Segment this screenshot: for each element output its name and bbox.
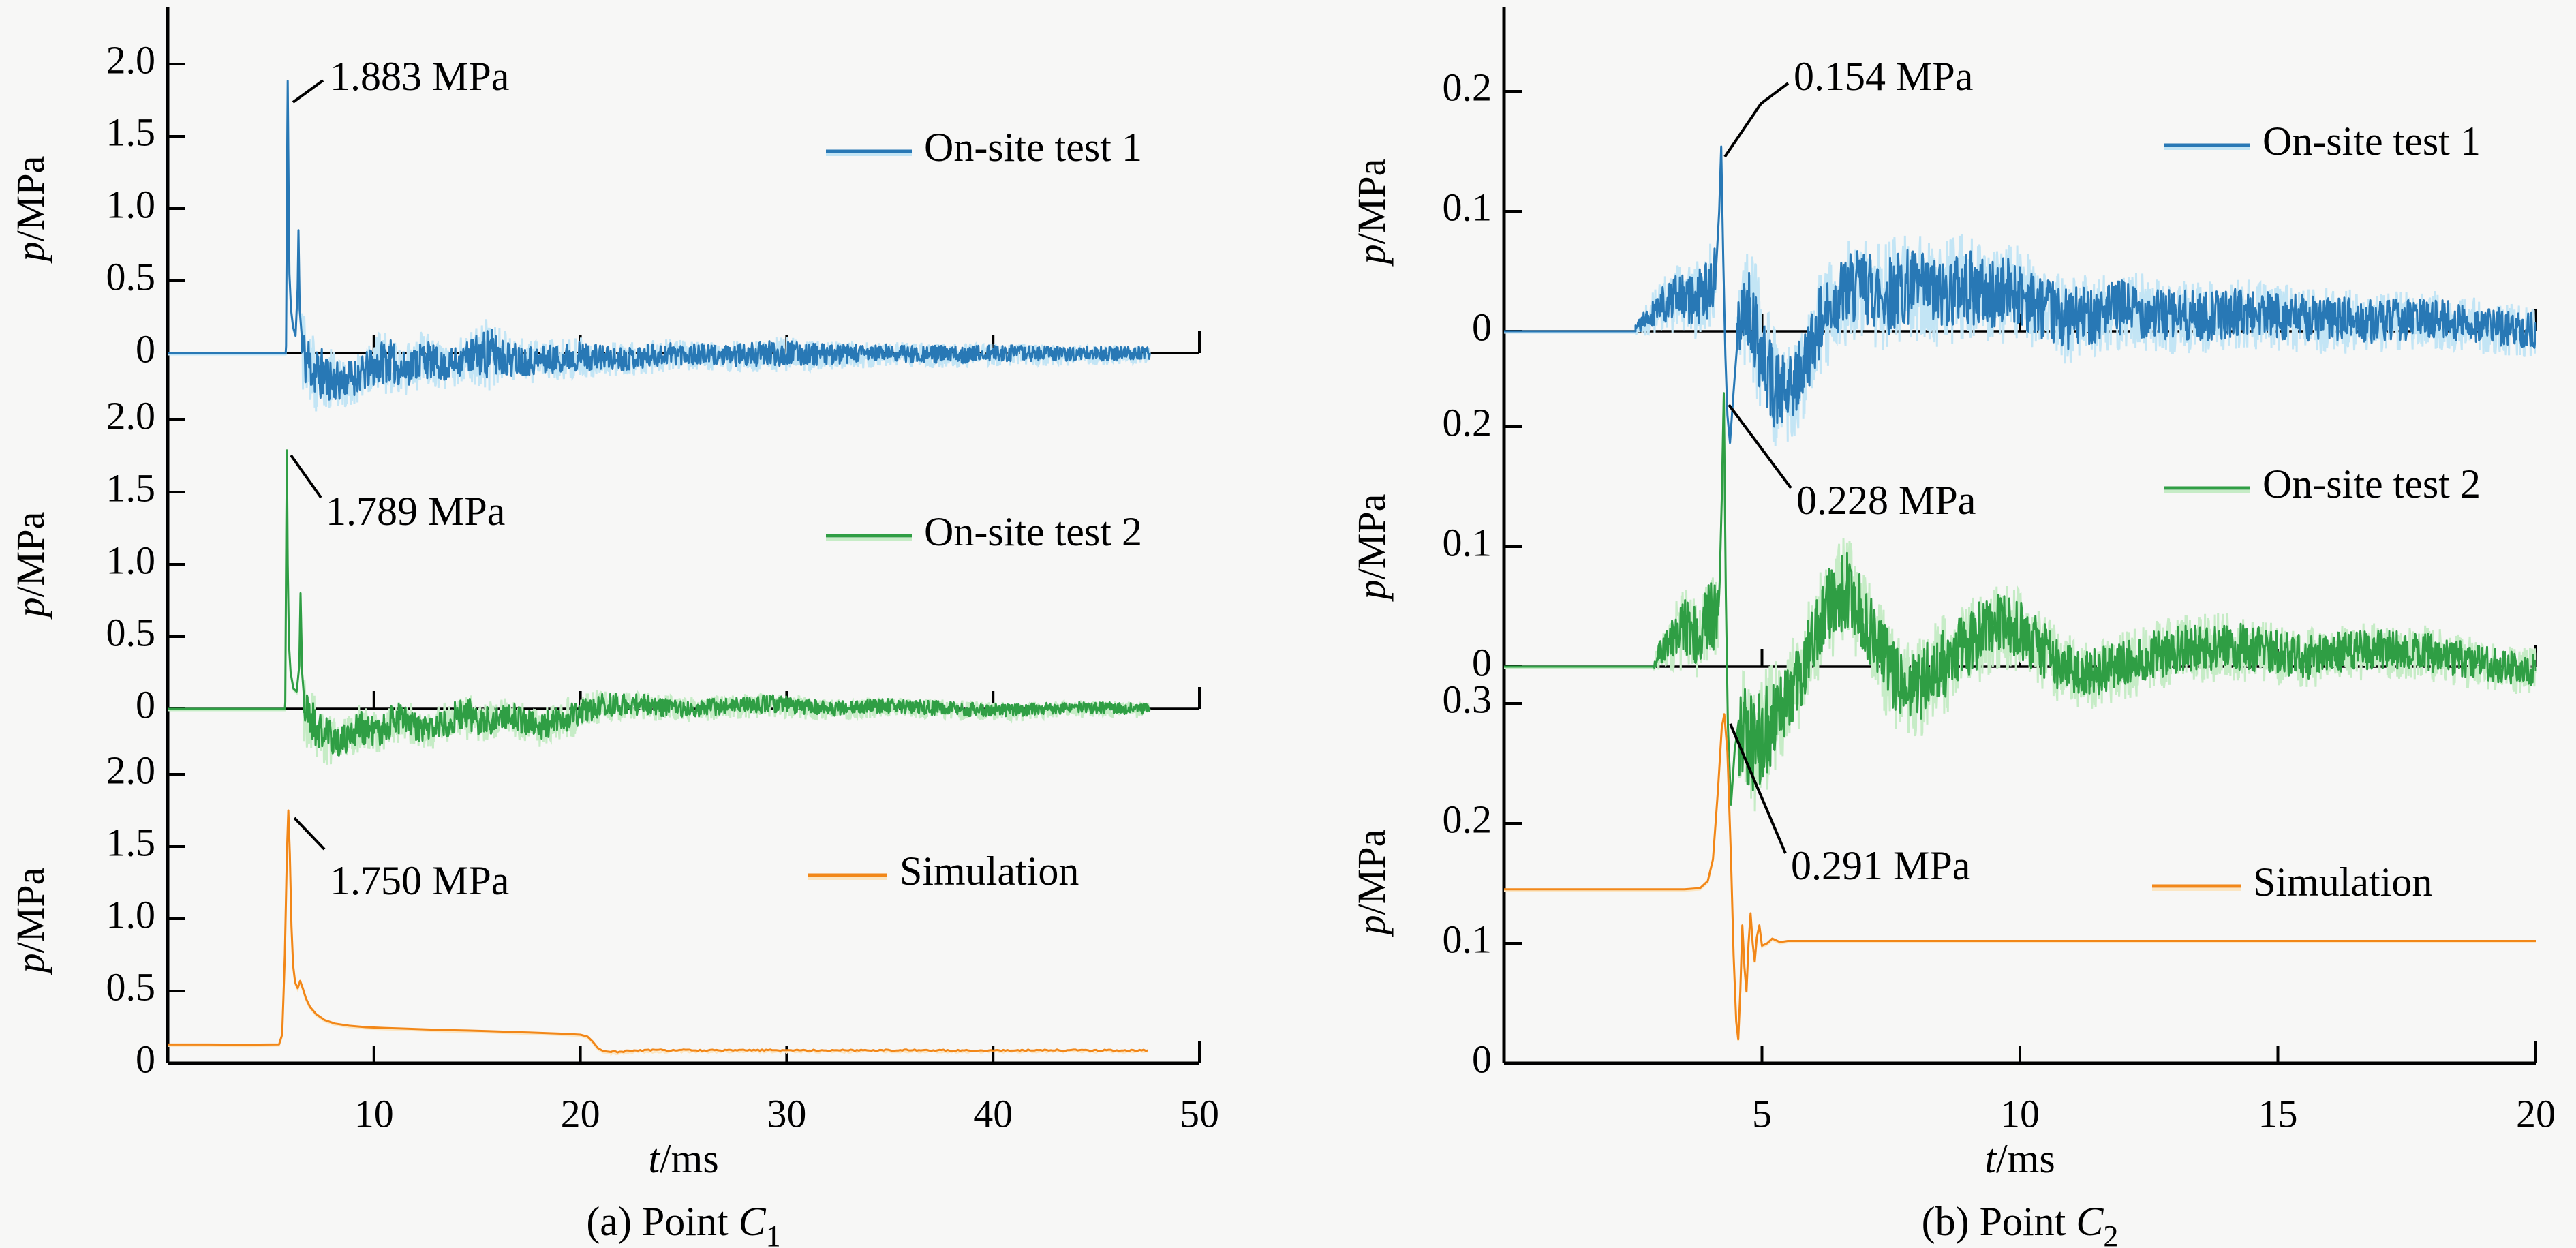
curve-on-site-test-2 (1504, 392, 2537, 806)
curve-shadow-simulation (168, 811, 1148, 1057)
curve-on-site-test-2 (168, 449, 1151, 757)
y-tick-label: 0.5 (106, 610, 156, 654)
x-tick-label: 50 (1180, 1092, 1219, 1136)
curve-on-site-test-1 (1504, 145, 2537, 444)
y-tick-label: 1.5 (106, 110, 156, 154)
x-tick-label: 30 (767, 1092, 806, 1136)
peak-annotation-b2: 0.228 MPa (1796, 478, 1976, 523)
peak-leader-line (292, 79, 324, 104)
x-tick-label: 20 (2516, 1092, 2556, 1136)
y-axis-label-b2: p/MPa (1349, 494, 1394, 603)
x-tick-label: 20 (561, 1092, 600, 1136)
legend-label-a-onsite-test-1: On-site test 1 (924, 125, 1142, 170)
y-axis-label-b3: p/MPa (1349, 830, 1394, 938)
y-tick-label: 0.2 (1443, 65, 1492, 109)
peak-leader-line (1723, 82, 1790, 158)
peak-annotation-a1: 1.883 MPa (330, 54, 509, 99)
y-axis-label-a1: p/MPa (8, 156, 52, 264)
x-axis-label-b: t/ms (1984, 1136, 2055, 1181)
y-tick-label: 1.0 (106, 892, 156, 937)
y-tick-label: 0 (136, 326, 155, 371)
legend-label-b-simulation: Simulation (2253, 859, 2432, 904)
x-tick-label: 10 (354, 1092, 394, 1136)
y-tick-label: 0 (1472, 305, 1492, 349)
peak-leader-line (293, 817, 326, 851)
generated-graphics: 2.0 1.5 1.0 0.5 0 2.0 1.5 1.0 0.5 0 2.0 1.5 1.0 0.5 0 1… (106, 7, 2556, 1136)
y-tick-label: 0.5 (106, 964, 156, 1009)
peak-annotation-b3: 0.291 MPa (1791, 843, 1970, 888)
y-tick-label: 0.5 (106, 254, 156, 299)
y-tick-label: 0.1 (1443, 520, 1492, 564)
y-tick-label: 0 (136, 682, 155, 727)
x-tick-label: 5 (1752, 1092, 1772, 1136)
y-tick-label: 0 (1472, 1037, 1492, 1081)
y-axis-label-a3: p/MPa (8, 868, 52, 976)
x-tick-label: 40 (973, 1092, 1013, 1136)
y-tick-label: 0.1 (1443, 917, 1492, 961)
y-tick-label: 0.3 (1443, 677, 1492, 721)
y-tick-label: 1.5 (106, 820, 156, 864)
y-tick-label: 0.2 (1443, 797, 1492, 841)
y-tick-label: 2.0 (106, 748, 156, 792)
curve-simulation (1504, 713, 2536, 1041)
peak-annotation-a3: 1.750 MPa (330, 858, 509, 903)
peak-leader-line (1728, 404, 1792, 489)
legend-label-a-onsite-test-2: On-site test 2 (924, 509, 1142, 554)
panel-b-text: p/MPa p/MPa p/MPa On-site test 1 On-site… (1349, 54, 2481, 1248)
y-axis-label-b1: p/MPa (1349, 159, 1394, 267)
panel-a-axes: 2.0 1.5 1.0 0.5 0 2.0 1.5 1.0 0.5 0 2.0 1.5 1.0 0.5 0 1… (106, 7, 1219, 1136)
peak-leader-line (1729, 723, 1787, 854)
y-tick-label: 0.1 (1443, 185, 1492, 229)
y-tick-label: 1.0 (106, 538, 156, 582)
peak-annotation-b1: 0.154 MPa (1794, 54, 1973, 99)
panel-a-text: p/MPa p/MPa p/MPa On-site test 1 On-site… (8, 54, 1142, 1248)
y-tick-label: 2.0 (106, 393, 156, 438)
y-tick-label: 2.0 (106, 37, 156, 82)
y-tick-label: 0 (136, 1037, 155, 1081)
x-axis-label-a: t/ms (648, 1136, 718, 1181)
peak-annotation-a2: 1.789 MPa (326, 489, 505, 534)
peak-leader-line (290, 454, 322, 499)
y-tick-label: 1.0 (106, 182, 156, 226)
curve-on-site-test-1 (168, 80, 1151, 401)
legend-label-a-simulation: Simulation (900, 849, 1079, 894)
legend-label-b-onsite-test-2: On-site test 2 (2263, 461, 2481, 506)
caption-panel-b: (b) Point C2 (1922, 1199, 2119, 1248)
y-tick-label: 1.5 (106, 466, 156, 510)
caption-panel-a: (a) Point C1 (586, 1199, 780, 1248)
x-tick-label: 15 (2258, 1092, 2298, 1136)
curve-simulation (168, 809, 1148, 1054)
curve-shadow-on-site-test-2 (1504, 394, 2537, 812)
y-tick-label: 0 (1472, 640, 1492, 684)
y-axis-label-a2: p/MPa (8, 512, 52, 620)
y-tick-label: 0.2 (1443, 400, 1492, 444)
x-tick-label: 10 (2000, 1092, 2040, 1136)
panel-b-axes: 0.20.100.20.100.30.20.105 10 15 20 (1443, 7, 2556, 1136)
legend-label-b-onsite-test-1: On-site test 1 (2263, 119, 2481, 164)
